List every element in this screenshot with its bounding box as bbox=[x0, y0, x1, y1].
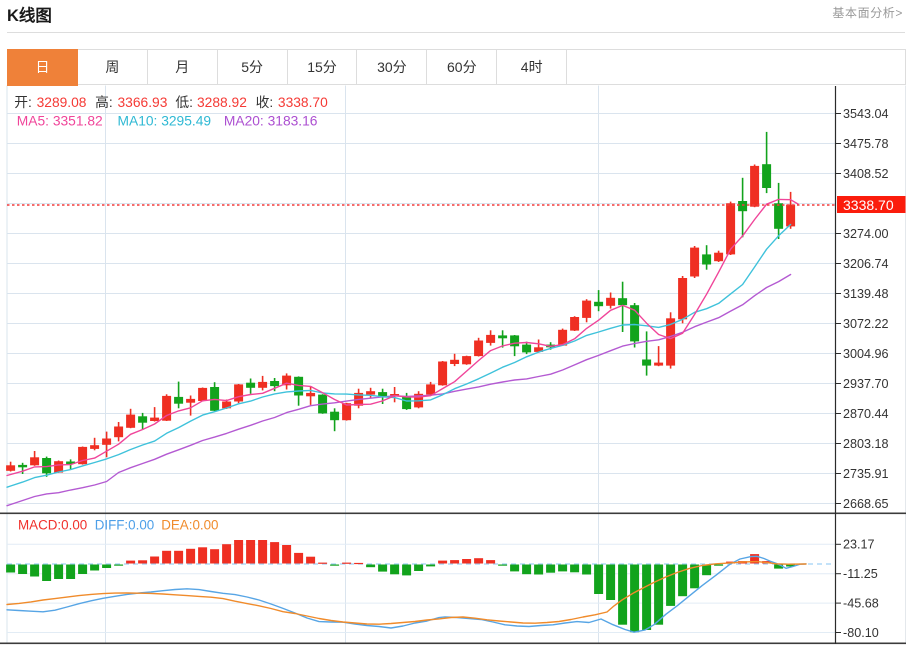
svg-text:3072.22: 3072.22 bbox=[843, 317, 889, 331]
svg-text:MA20: 3183.16: MA20: 3183.16 bbox=[224, 113, 318, 128]
svg-text:3139.48: 3139.48 bbox=[843, 287, 889, 301]
svg-text:2668.65: 2668.65 bbox=[843, 497, 889, 511]
svg-text:-11.25: -11.25 bbox=[843, 567, 878, 581]
svg-text:3206.74: 3206.74 bbox=[843, 257, 889, 271]
svg-text:-80.10: -80.10 bbox=[843, 626, 879, 640]
svg-text:2870.44: 2870.44 bbox=[843, 407, 889, 421]
svg-text:3004.96: 3004.96 bbox=[843, 347, 889, 361]
svg-text:MA5: 3351.82: MA5: 3351.82 bbox=[17, 113, 103, 128]
svg-text:DIFF:0.00: DIFF:0.00 bbox=[95, 517, 155, 532]
svg-text:3366.93: 3366.93 bbox=[118, 95, 168, 110]
svg-text:开:: 开: bbox=[14, 95, 32, 110]
svg-text:23.17: 23.17 bbox=[843, 538, 875, 552]
svg-text:3274.00: 3274.00 bbox=[843, 227, 889, 241]
svg-text:3288.92: 3288.92 bbox=[197, 95, 247, 110]
svg-text:3338.70: 3338.70 bbox=[278, 95, 328, 110]
svg-text:2803.18: 2803.18 bbox=[843, 437, 889, 451]
svg-text:3408.52: 3408.52 bbox=[843, 167, 889, 181]
svg-text:收:: 收: bbox=[256, 95, 274, 110]
svg-text:低:: 低: bbox=[175, 95, 193, 110]
svg-text:3338.70: 3338.70 bbox=[843, 197, 894, 213]
svg-text:MA10: 3295.49: MA10: 3295.49 bbox=[118, 113, 212, 128]
svg-text:2937.70: 2937.70 bbox=[843, 377, 889, 391]
svg-text:MACD:0.00: MACD:0.00 bbox=[18, 517, 87, 532]
svg-text:高:: 高: bbox=[95, 94, 113, 110]
svg-text:3289.08: 3289.08 bbox=[37, 95, 87, 110]
svg-text:DEA:0.00: DEA:0.00 bbox=[161, 517, 218, 532]
svg-text:-45.68: -45.68 bbox=[843, 596, 879, 610]
svg-text:2735.91: 2735.91 bbox=[843, 467, 889, 481]
svg-text:3543.04: 3543.04 bbox=[843, 107, 889, 121]
svg-text:3475.78: 3475.78 bbox=[843, 137, 889, 151]
